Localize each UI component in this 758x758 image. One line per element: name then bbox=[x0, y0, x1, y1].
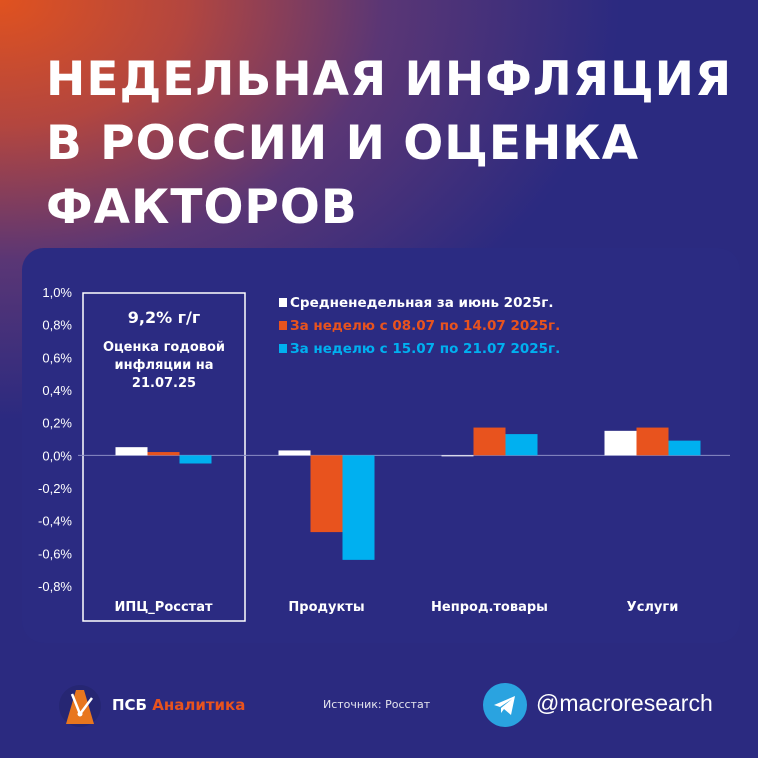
bar-1 bbox=[441, 455, 474, 457]
title-line: ФАКТОРОВ bbox=[46, 180, 358, 235]
annotation-line: Оценка годовой bbox=[103, 340, 225, 355]
page-title: НЕДЕЛЬНАЯ ИНФЛЯЦИЯ В РОССИИ И ОЦЕНКА ФАК… bbox=[46, 48, 732, 240]
x-category-label: Непрод.товары bbox=[431, 600, 548, 615]
bar-3 bbox=[342, 455, 375, 560]
y-tick-label: 0,0% bbox=[42, 448, 72, 463]
y-tick-label: 1,0% bbox=[42, 285, 72, 300]
bar-2 bbox=[310, 455, 343, 533]
legend-label: За неделю с 15.07 по 21.07 2025г. bbox=[290, 341, 560, 357]
y-tick-label: 0,4% bbox=[42, 383, 72, 398]
bar-2 bbox=[636, 427, 669, 456]
y-tick-label: -0,4% bbox=[38, 514, 72, 529]
y-tick-label: -0,2% bbox=[38, 481, 72, 496]
x-category-label: ИПЦ_Росстат bbox=[114, 600, 212, 615]
legend-label: За неделю с 08.07 по 14.07 2025г. bbox=[290, 318, 560, 334]
annotation-line: инфляции на bbox=[115, 358, 214, 373]
title-line: В РОССИИ И ОЦЕНКА bbox=[46, 116, 640, 171]
legend-label: Средненедельная за июнь 2025г. bbox=[290, 295, 553, 311]
y-tick-label: 0,2% bbox=[42, 416, 72, 431]
brand-name: ПСБ Аналитика bbox=[112, 696, 245, 714]
bar-3 bbox=[505, 434, 538, 456]
telegram-handle[interactable]: @macroresearch bbox=[536, 690, 713, 716]
brand-psb: ПСБ bbox=[112, 696, 147, 714]
brand-analytics: Аналитика bbox=[152, 696, 246, 714]
bar-1 bbox=[278, 450, 311, 456]
y-tick-label: -0,8% bbox=[38, 579, 72, 594]
legend-swatch bbox=[279, 321, 287, 330]
psb-logo-icon bbox=[59, 685, 101, 727]
title-line: НЕДЕЛЬНАЯ ИНФЛЯЦИЯ bbox=[46, 52, 733, 107]
x-category-label: Услуги bbox=[627, 600, 679, 615]
bar-2 bbox=[147, 452, 180, 456]
bar-1 bbox=[604, 430, 637, 456]
annotation-box bbox=[82, 292, 246, 622]
footer: ПСБ Аналитика Источник: Росстат @macrore… bbox=[0, 670, 758, 740]
y-tick-label: 0,8% bbox=[42, 318, 72, 333]
y-tick-label: 0,6% bbox=[42, 350, 72, 365]
bar-1 bbox=[115, 447, 148, 456]
source-note: Источник: Росстат bbox=[323, 698, 431, 711]
legend-swatch bbox=[279, 298, 287, 307]
annotation-headline: 9,2% г/г bbox=[128, 308, 201, 327]
annotation-line: 21.07.25 bbox=[132, 376, 196, 391]
bar-3 bbox=[668, 440, 701, 456]
x-category-label: Продукты bbox=[288, 600, 364, 615]
y-tick-label: -0,6% bbox=[38, 546, 72, 561]
bar-2 bbox=[473, 427, 506, 456]
telegram-icon[interactable] bbox=[483, 683, 527, 727]
bar-3 bbox=[179, 455, 212, 464]
legend-swatch bbox=[279, 344, 287, 353]
